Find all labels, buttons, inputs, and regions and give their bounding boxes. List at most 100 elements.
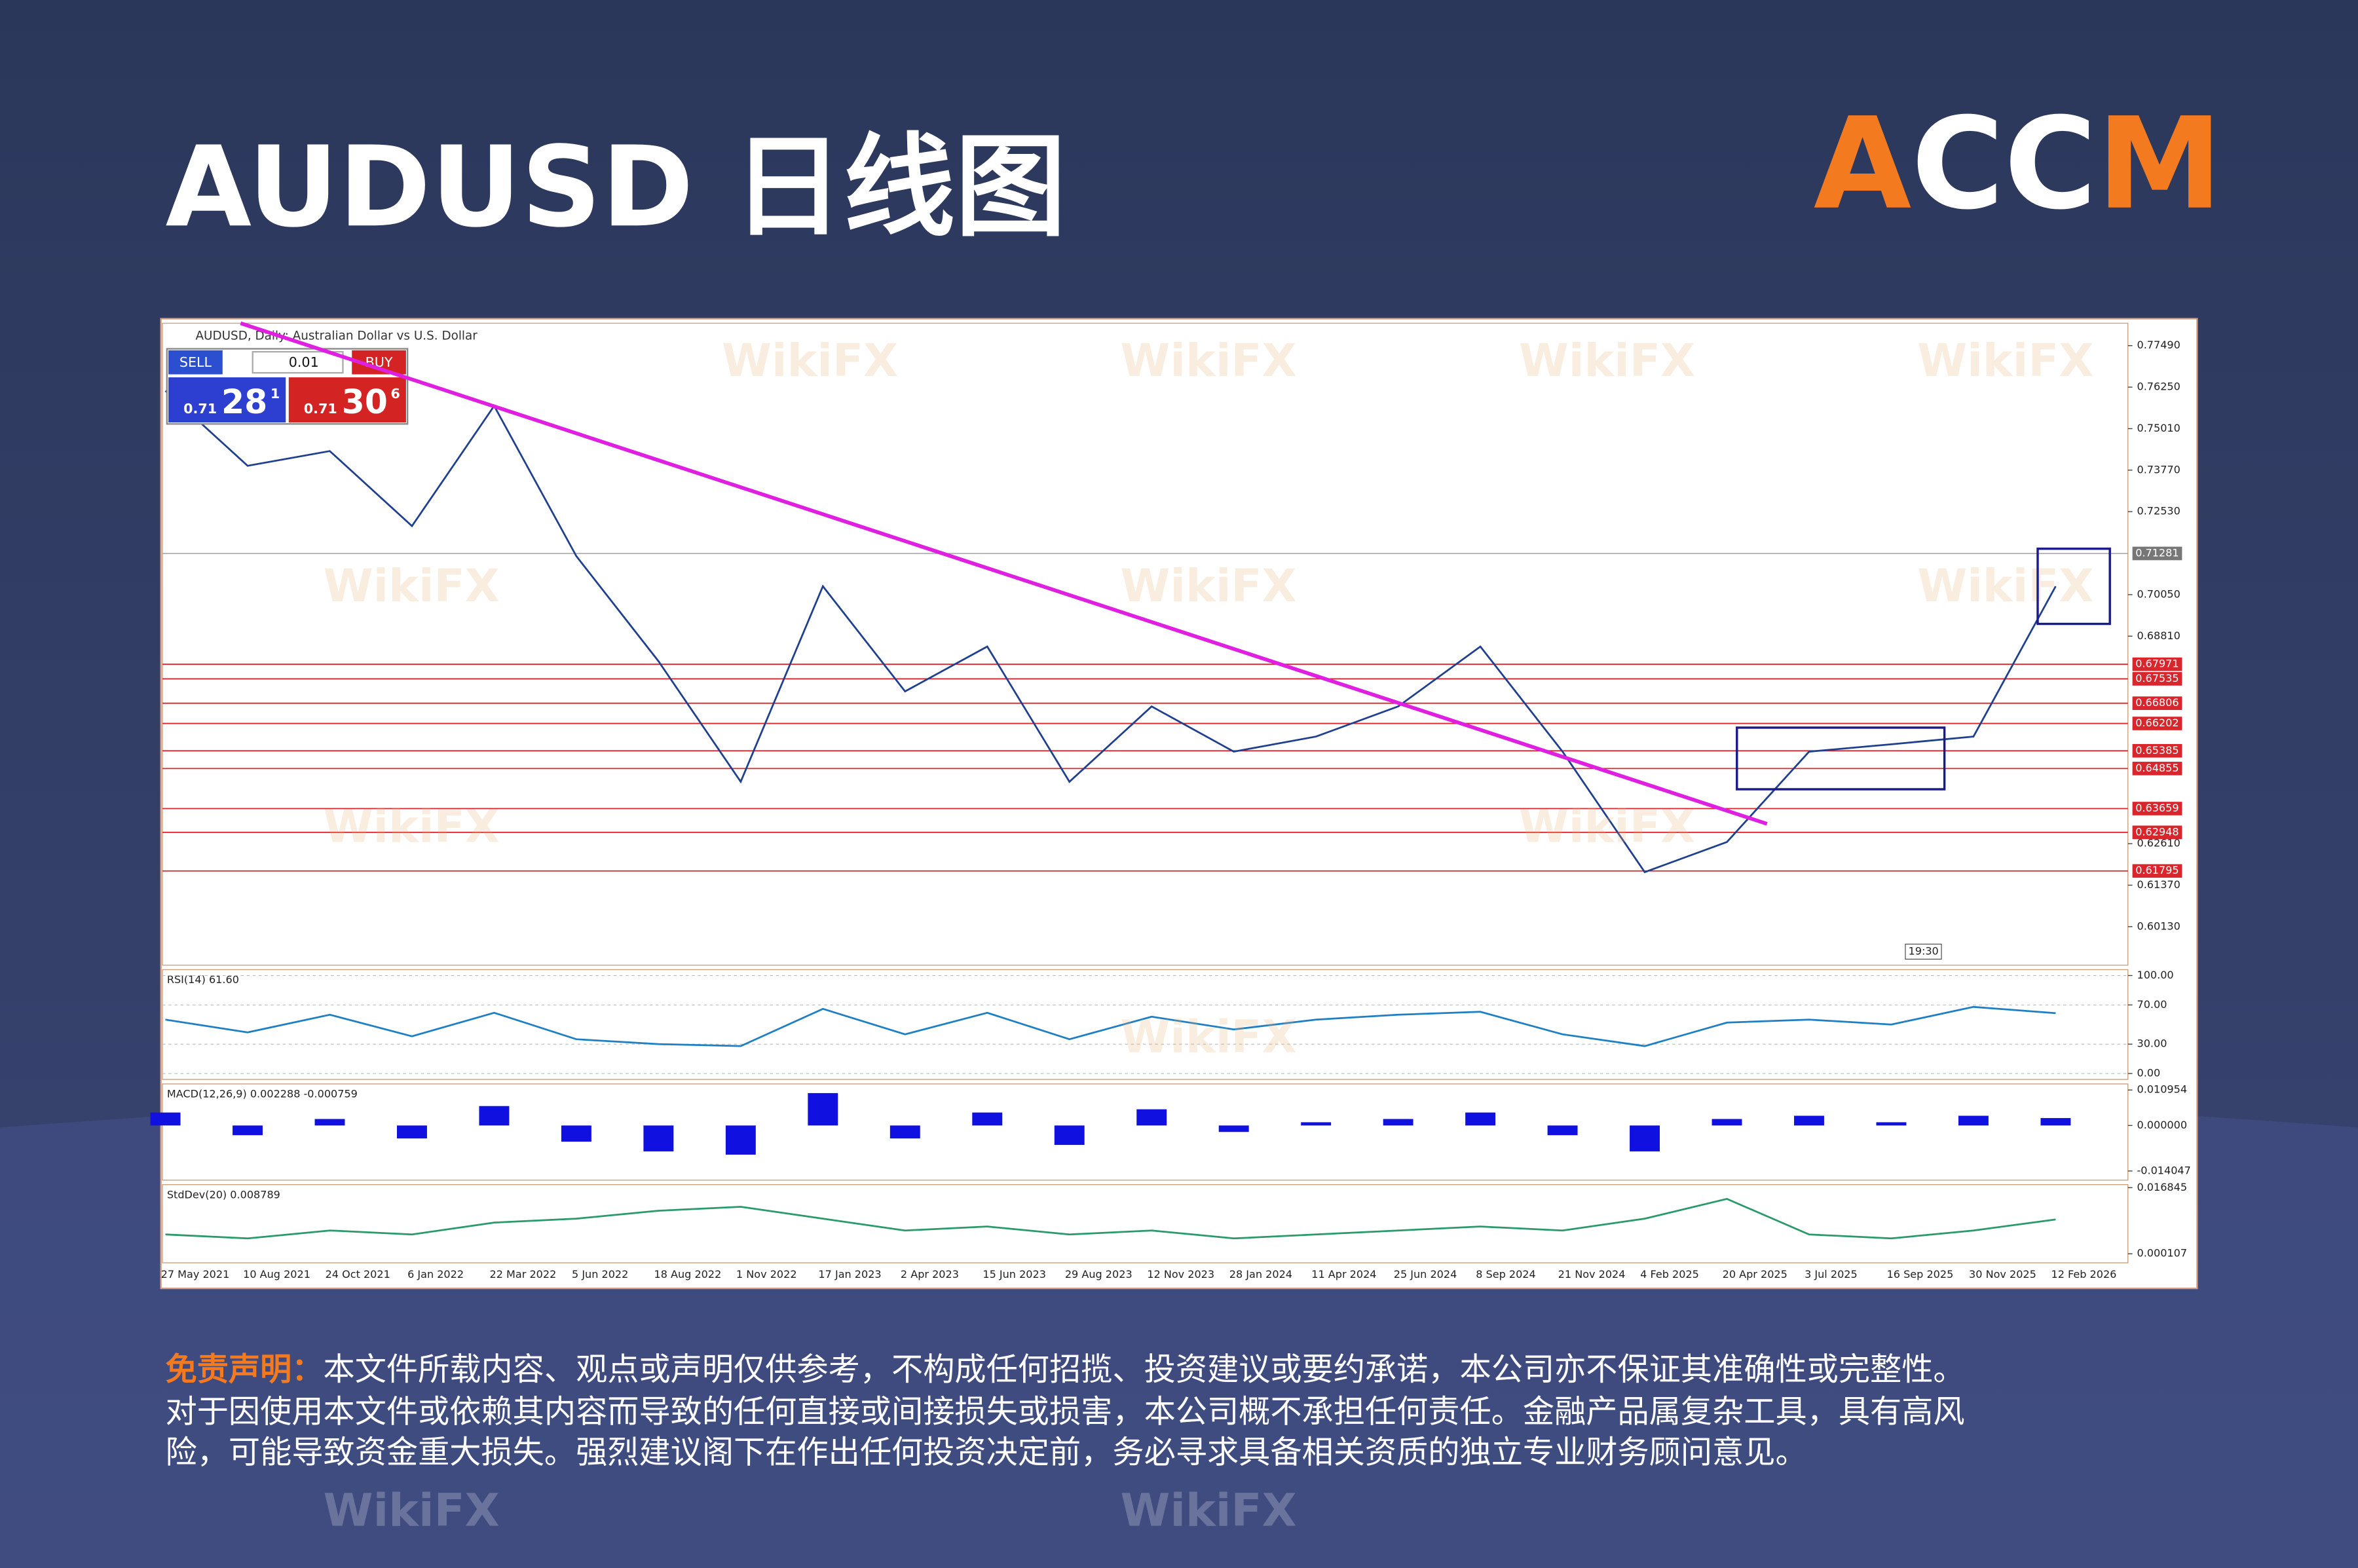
chart-frame xyxy=(160,318,2198,1290)
trade-panel: SELL 0.01 BUY 0.71 28 1 0.71 30 6 xyxy=(166,348,409,425)
bar xyxy=(2040,1118,2071,1126)
sell-price: 0.71 28 1 xyxy=(183,383,280,421)
x-tick-label: 28 Jan 2024 xyxy=(1229,1268,1292,1280)
panel-frame xyxy=(162,1083,2129,1181)
level-label: 0.61795 xyxy=(2135,864,2179,876)
x-tick-label: 21 Nov 2024 xyxy=(1558,1268,1626,1280)
bar xyxy=(1876,1122,1907,1126)
level-label: 0.63659 xyxy=(2135,802,2179,814)
x-tick-label: 16 Sep 2025 xyxy=(1887,1268,1954,1280)
bar xyxy=(1301,1122,1332,1126)
price-part: 28 xyxy=(221,383,267,421)
sell-label[interactable]: SELL xyxy=(179,354,212,370)
bar xyxy=(1547,1125,1578,1136)
y-tick-label: 0.60130 xyxy=(2137,920,2180,932)
y-tick-label: 0.68810 xyxy=(2137,629,2180,642)
sell-button[interactable] xyxy=(168,350,223,375)
y-tick-label: 0.76250 xyxy=(2137,381,2180,393)
level-tag xyxy=(2132,717,2182,730)
x-tick-label: 18 Aug 2022 xyxy=(654,1268,721,1280)
watermark: WikiFX xyxy=(324,1485,500,1537)
lot-value[interactable]: 0.01 xyxy=(289,354,319,370)
level-tag xyxy=(2132,672,2182,686)
level-label: 0.66806 xyxy=(2135,696,2179,709)
buy-price: 0.71 30 6 xyxy=(304,383,400,421)
level-tag xyxy=(2132,762,2182,775)
level-tag xyxy=(2132,743,2182,758)
level-tag xyxy=(2132,657,2182,671)
bar xyxy=(1054,1125,1085,1146)
panel-title: MACD(12,26,9) 0.002288 -0.000759 xyxy=(167,1087,358,1100)
y-tick-label: 0.70050 xyxy=(2137,588,2180,600)
level-tag xyxy=(2132,802,2182,815)
watermark: WikiFX xyxy=(1917,335,2093,387)
x-tick-label: 3 Jul 2025 xyxy=(1805,1268,1858,1280)
y-tick-label: 70.00 xyxy=(2137,998,2167,1011)
y-tick-label: 100.00 xyxy=(2137,969,2174,981)
current-price-label: 0.71281 xyxy=(2135,547,2179,559)
panel-frame xyxy=(162,1184,2129,1263)
bar xyxy=(725,1125,756,1155)
trendline xyxy=(240,321,1768,826)
series-line xyxy=(165,1197,2056,1240)
y-tick-label: 0.000000 xyxy=(2137,1119,2188,1131)
logo-part: CC xyxy=(1911,91,2097,238)
bar xyxy=(150,1112,181,1126)
bar xyxy=(561,1125,591,1142)
x-tick-label: 22 Mar 2022 xyxy=(490,1268,557,1280)
logo: ACCM xyxy=(1814,91,2222,238)
price-part: 0.71 xyxy=(304,401,337,417)
y-tick-label: 0.00 xyxy=(2137,1067,2161,1079)
x-tick-label: 17 Jan 2023 xyxy=(818,1268,881,1280)
level-tag xyxy=(2132,864,2182,878)
x-tick-label: 24 Oct 2021 xyxy=(326,1268,390,1280)
watermark: WikiFX xyxy=(722,335,898,387)
bar xyxy=(889,1125,920,1139)
x-tick-label: 12 Feb 2026 xyxy=(2051,1268,2117,1280)
sell-price-box[interactable] xyxy=(168,377,286,422)
disclaimer-label: 免责声明： xyxy=(166,1351,324,1388)
watermark: WikiFX xyxy=(1120,1485,1296,1537)
x-tick-label: 2 Apr 2023 xyxy=(901,1268,959,1280)
bar xyxy=(1958,1115,1989,1126)
panel-frame xyxy=(162,969,2129,1080)
watermark: WikiFX xyxy=(1120,1011,1296,1064)
lot-input[interactable] xyxy=(252,350,344,374)
x-tick-label: 25 Jun 2024 xyxy=(1394,1268,1457,1280)
x-tick-label: 10 Aug 2021 xyxy=(243,1268,310,1280)
price-part: 0.71 xyxy=(183,401,217,417)
range-box xyxy=(2036,548,2111,625)
bar xyxy=(1383,1119,1413,1126)
bar xyxy=(1465,1112,1496,1126)
y-tick-label: 0.61370 xyxy=(2137,878,2180,891)
bar xyxy=(1794,1115,1824,1126)
level-label: 0.67971 xyxy=(2135,658,2179,670)
x-tick-label: 27 May 2021 xyxy=(161,1268,230,1280)
watermarks: WikiFX WikiFX WikiFX WikiFX WikiFX WikiF… xyxy=(324,335,2094,1537)
bar xyxy=(643,1125,674,1151)
watermark: WikiFX xyxy=(324,800,500,853)
bar xyxy=(808,1092,838,1126)
level-label: 0.64855 xyxy=(2135,762,2179,774)
time-label: 19:30 xyxy=(1909,944,1939,957)
y-tick-label: 0.000107 xyxy=(2137,1247,2188,1260)
disclaimer-line: 险，可能导致资金重大损失。强烈建议阁下在作出任何投资决定前，务必寻求具备相关资质… xyxy=(166,1434,1807,1470)
time-tag xyxy=(1905,943,1942,960)
level-label: 0.66202 xyxy=(2135,717,2179,729)
disclaimer-line: 对于因使用本文件或依赖其内容而导致的任何直接或间接损失或损害，本公司概不承担任何… xyxy=(166,1393,1965,1430)
level-label: 0.62948 xyxy=(2135,825,2179,838)
chart-title: AUDUSD, Daily: Australian Dollar vs U.S.… xyxy=(195,329,477,343)
level-tag xyxy=(2132,825,2182,840)
level-label: 0.65385 xyxy=(2135,744,2179,756)
y-tick-label: 0.73770 xyxy=(2137,463,2180,476)
buy-price-box[interactable] xyxy=(288,377,406,422)
y-tick-label: 30.00 xyxy=(2137,1037,2167,1050)
bar xyxy=(1712,1119,1742,1126)
x-tick-label: 4 Feb 2025 xyxy=(1640,1268,1699,1280)
bar xyxy=(314,1119,345,1126)
x-tick-label: 11 Apr 2024 xyxy=(1311,1268,1376,1280)
panel-frame xyxy=(162,322,2129,966)
x-tick-label: 6 Jan 2022 xyxy=(407,1268,464,1280)
watermark: WikiFX xyxy=(1519,800,1695,853)
